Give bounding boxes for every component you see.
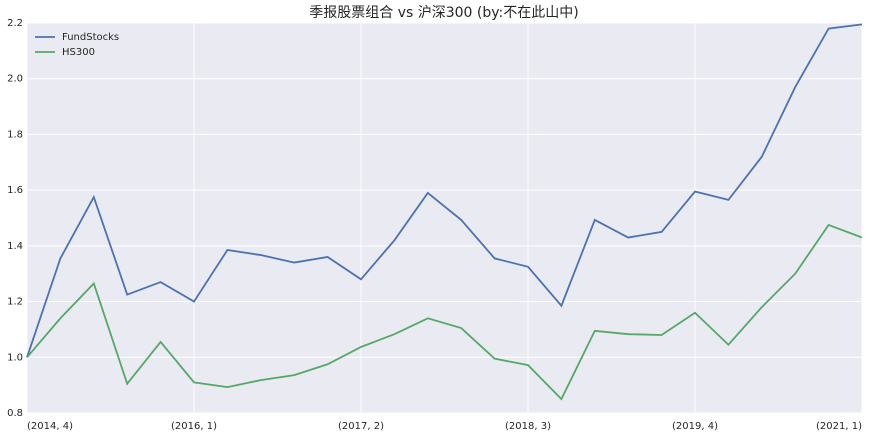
- y-tick-label: 1.2: [7, 297, 23, 308]
- series-line: [26, 223, 863, 401]
- series-line: [26, 23, 863, 358]
- x-tick-label: (2019, 4): [672, 421, 718, 432]
- y-tick-label: 1.0: [7, 352, 23, 363]
- y-tick-label: 2.2: [7, 18, 23, 29]
- y-tick-label: 1.4: [7, 241, 23, 252]
- y-tick-label: 1.6: [7, 185, 23, 196]
- x-tick-label: (2018, 3): [505, 421, 551, 432]
- legend-label: HS300: [62, 47, 95, 58]
- y-tick-label: 2.0: [7, 74, 23, 85]
- x-tick-label: (2014, 4): [27, 421, 73, 432]
- x-tick-label: (2016, 1): [171, 421, 217, 432]
- y-tick-label: 1.8: [7, 129, 23, 140]
- chart-title: 季报股票组合 vs 沪深300 (by:不在此山中): [309, 5, 578, 21]
- y-tick-label: 0.8: [7, 408, 23, 419]
- plot-area: [27, 23, 862, 413]
- x-tick-label: (2017, 2): [338, 421, 384, 432]
- x-tick-label: (2021, 1): [816, 421, 862, 432]
- legend-label: FundStocks: [62, 32, 119, 43]
